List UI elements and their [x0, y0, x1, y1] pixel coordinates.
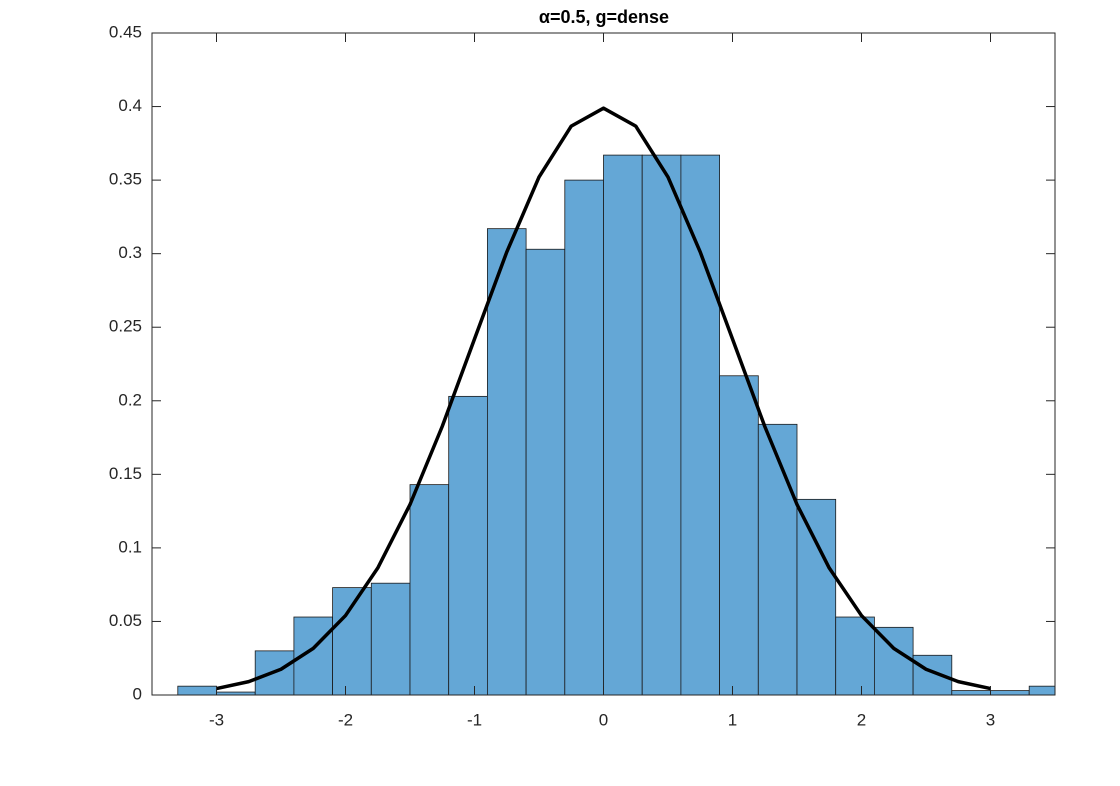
y-tick-label: 0.2 [118, 390, 142, 409]
y-tick-label: 0 [133, 684, 142, 703]
bar [564, 179, 604, 695]
x-tick-label: -3 [209, 710, 224, 729]
x-tick-label: -2 [338, 710, 353, 729]
pdf-curve [216, 106, 991, 691]
chart-title: α=0.5, g=dense [539, 7, 669, 27]
bar [409, 484, 450, 695]
y-tick-label: 0.25 [109, 317, 142, 336]
bar [525, 248, 566, 695]
bar [951, 690, 991, 695]
bar [835, 616, 875, 695]
bar [641, 154, 682, 695]
bar [370, 582, 411, 695]
bar [177, 685, 217, 695]
x-tick-label: 0 [599, 710, 608, 729]
x-tick-label: 3 [986, 710, 995, 729]
bar [757, 423, 798, 695]
bar [990, 690, 1030, 695]
bar [719, 375, 759, 695]
bar [874, 626, 914, 695]
y-tick-label: 0.05 [109, 611, 142, 630]
bar [680, 154, 721, 695]
bar [486, 228, 527, 695]
bar [603, 154, 643, 695]
y-tick-label: 0.35 [109, 170, 142, 189]
y-tick-label: 0.4 [118, 96, 142, 115]
y-tick-label: 0.45 [109, 22, 142, 41]
bar [796, 498, 837, 695]
plot-area [177, 106, 1055, 695]
bar [1028, 685, 1055, 695]
y-tick-label: 0.3 [118, 243, 142, 262]
bar [448, 395, 488, 695]
x-tick-label: -1 [467, 710, 482, 729]
x-tick-label: 2 [857, 710, 866, 729]
x-tick-label: 1 [728, 710, 737, 729]
y-tick-label: 0.15 [109, 464, 142, 483]
y-tick-label: 0.1 [118, 537, 142, 556]
